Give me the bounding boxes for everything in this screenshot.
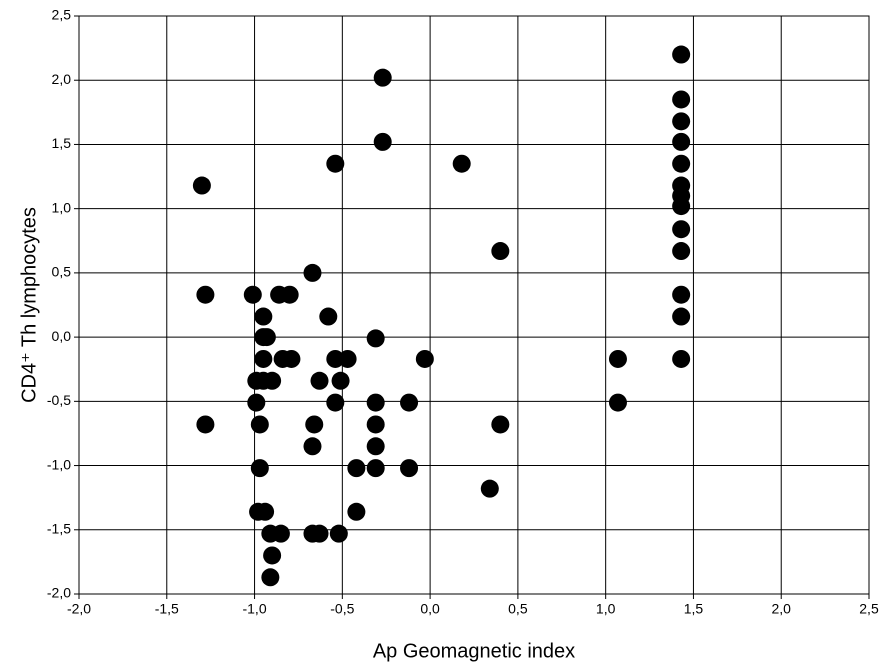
x-tick-label: -1,0: [242, 601, 266, 617]
point: [196, 415, 215, 434]
x-tick-label: -2,0: [67, 601, 91, 617]
point: [672, 242, 691, 261]
point: [366, 459, 385, 478]
y-tick-label: 1,0: [52, 199, 72, 215]
point: [347, 459, 366, 478]
x-tick-label: 2,0: [771, 601, 791, 617]
point: [415, 349, 434, 368]
point: [326, 154, 345, 173]
x-tick-label: -0,5: [330, 601, 354, 617]
point: [608, 393, 627, 412]
point: [480, 479, 499, 498]
x-tick-label: 1,0: [596, 601, 616, 617]
x-tick-label: 1,5: [684, 601, 704, 617]
point: [263, 546, 282, 565]
point: [329, 524, 348, 543]
x-axis-label: Ap Geomagnetic index: [373, 640, 575, 662]
point: [243, 285, 262, 304]
y-tick-label: -1,0: [47, 456, 71, 472]
plot-frame: [78, 15, 870, 595]
point: [196, 285, 215, 304]
point: [672, 132, 691, 151]
point: [331, 371, 350, 390]
point: [347, 502, 366, 521]
point: [254, 349, 273, 368]
y-tick-label: 0,0: [52, 328, 72, 344]
point: [326, 393, 345, 412]
point: [261, 568, 280, 587]
point: [250, 459, 269, 478]
point: [366, 437, 385, 456]
point: [192, 176, 211, 195]
point: [305, 415, 324, 434]
point: [366, 415, 385, 434]
point: [452, 154, 471, 173]
point: [491, 242, 510, 261]
x-tick-label: 0,5: [508, 601, 528, 617]
point: [491, 415, 510, 434]
point: [271, 524, 290, 543]
point: [254, 307, 273, 326]
y-tick-label: 2,0: [52, 71, 72, 87]
point: [608, 349, 627, 368]
point: [366, 329, 385, 348]
y-tick-label: -2,0: [47, 585, 71, 601]
point: [373, 68, 392, 87]
point: [400, 459, 419, 478]
point: [310, 524, 329, 543]
point: [672, 154, 691, 173]
point: [256, 502, 275, 521]
point: [366, 393, 385, 412]
point: [303, 437, 322, 456]
y-tick-label: 0,5: [52, 264, 72, 280]
point: [247, 393, 266, 412]
point: [672, 112, 691, 131]
point: [373, 132, 392, 151]
point: [250, 415, 269, 434]
point: [319, 307, 338, 326]
point: [672, 45, 691, 64]
x-tick-label: 0,0: [420, 601, 440, 617]
x-tick-label: -1,5: [155, 601, 179, 617]
point: [303, 263, 322, 282]
point: [310, 371, 329, 390]
x-tick-label: 2,5: [859, 601, 879, 617]
point: [672, 307, 691, 326]
y-tick-label: -1,5: [47, 520, 71, 536]
point: [263, 371, 282, 390]
point: [672, 349, 691, 368]
y-tick-label: 1,5: [52, 135, 72, 151]
point: [672, 197, 691, 216]
y-tick-label: -0,5: [47, 392, 71, 408]
point: [282, 349, 301, 368]
point: [400, 393, 419, 412]
point: [257, 328, 276, 347]
y-axis-label: CD4⁺ Th lymphocytes: [18, 207, 40, 403]
point: [338, 349, 357, 368]
point: [672, 285, 691, 304]
point: [672, 220, 691, 239]
point: [280, 285, 299, 304]
point: [672, 90, 691, 109]
y-tick-label: 2,5: [52, 7, 72, 23]
